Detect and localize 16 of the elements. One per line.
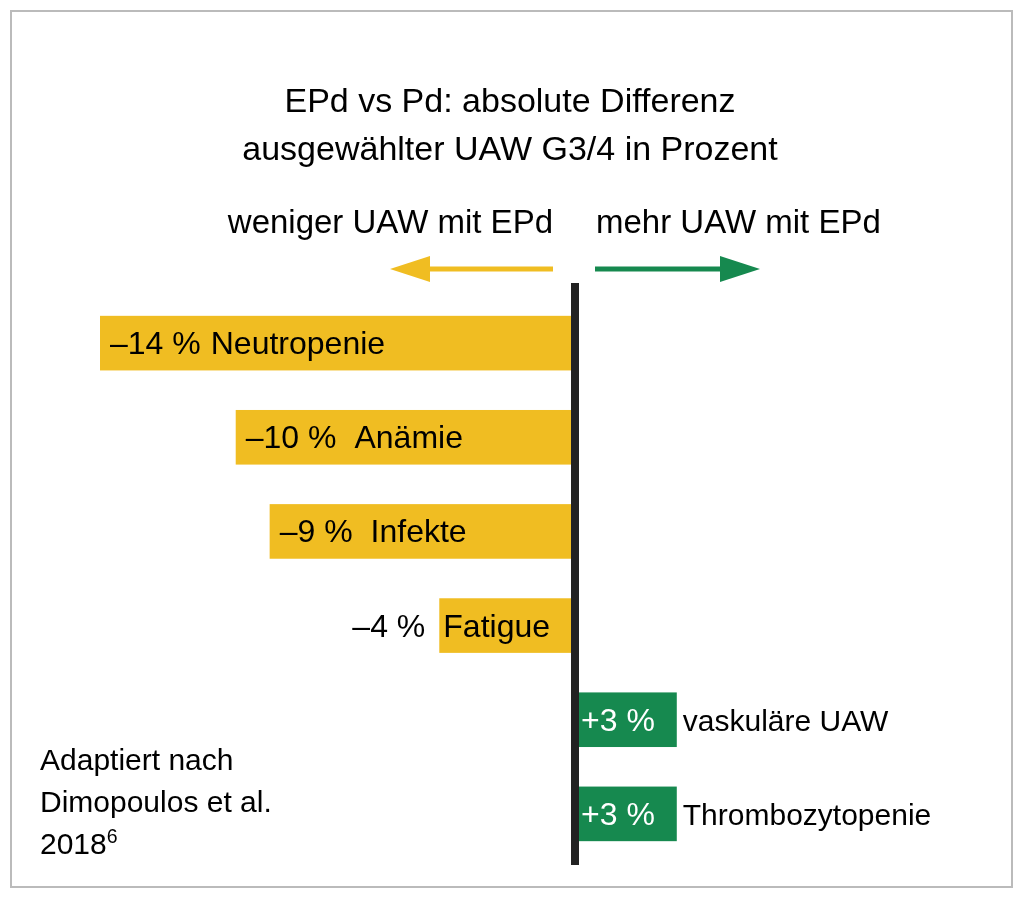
y-tick-label: Neutropenie <box>210 325 386 362</box>
y-tick-label: Fatigue <box>443 607 551 644</box>
text: weniger UAW mit EPd <box>226 203 553 240</box>
y-tick-label: Thrombozytopenie <box>682 797 932 831</box>
chart-title: EPd vs Pd: absolute Differenz ausgewählter UAW G3/4 in Prozent <box>242 81 779 167</box>
y-tick-label: Infekte <box>370 513 467 550</box>
text: mehr UAW mit EPd <box>596 203 881 240</box>
data-label: +3 % <box>581 795 655 832</box>
y-tick-label: vaskuläre UAW <box>682 703 890 737</box>
data-label: –14 % <box>110 325 201 362</box>
data-label: –9 % <box>279 513 353 550</box>
annotation: Adaptiert nach Dimopoulos et al. 2018$^{6}$ <box>40 743 272 860</box>
data-label: –10 % <box>245 419 337 456</box>
y-tick-label: Anämie <box>354 419 463 456</box>
data-label: –4 % <box>352 607 426 644</box>
data-label: +3 % <box>581 701 655 738</box>
